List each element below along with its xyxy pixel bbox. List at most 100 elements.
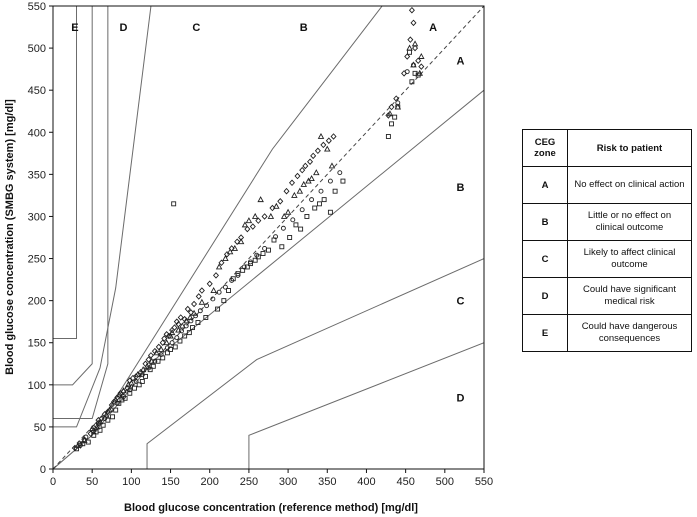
table-row: D Could have significant medical risk [522, 277, 692, 315]
data-point-circle [280, 225, 286, 231]
data-point-triangle [241, 221, 249, 228]
data-point-diamond [244, 225, 251, 233]
zone-cell: E [522, 314, 568, 352]
x-tick-label: 0 [50, 476, 56, 488]
data-point-triangle [157, 345, 165, 352]
data-point-triangle [296, 187, 304, 194]
data-point-square [226, 288, 231, 293]
data-point-circle [216, 289, 222, 295]
data-point-circle [404, 69, 410, 75]
data-point-circle [318, 188, 324, 194]
data-point-square [407, 49, 413, 55]
data-point-diamond [299, 166, 306, 174]
zone-boundary-line [146, 258, 484, 469]
data-point-triangle [273, 202, 280, 209]
data-point-square [74, 446, 79, 452]
data-point-triangle [386, 110, 394, 117]
data-point-diamond [288, 179, 296, 187]
data-point-diamond [177, 314, 184, 321]
data-point-square [312, 205, 318, 211]
data-point-diamond [407, 36, 414, 43]
data-point-triangle [116, 391, 123, 398]
data-point-circle [127, 387, 133, 393]
table-row: C Likely to affect clinical outcome [522, 240, 692, 278]
data-point-triangle [139, 366, 147, 373]
data-point-circle [183, 323, 189, 329]
data-point-square [177, 338, 183, 344]
data-point-diamond [255, 217, 262, 224]
zone-boundary-line [53, 6, 111, 419]
data-point-circle [174, 335, 180, 341]
zone-label-A: A [457, 56, 465, 68]
data-point-circle [139, 372, 145, 378]
data-point-square [171, 201, 177, 207]
data-point-square [100, 422, 106, 428]
data-point-square [298, 226, 304, 232]
data-point-diamond [418, 63, 425, 70]
y-tick-label: 100 [28, 380, 46, 392]
zone-label-C: C [457, 296, 465, 308]
data-point-square [287, 235, 293, 240]
y-tick-label: 300 [28, 211, 46, 223]
x-tick-label: 300 [279, 476, 297, 488]
header-ceg-zone: CEG zone [522, 129, 568, 167]
zone-label-D: D [457, 392, 465, 404]
data-point-square [203, 315, 209, 320]
data-point-circle [89, 427, 95, 433]
data-point-triangle [300, 180, 308, 187]
data-point-square [415, 72, 421, 78]
data-point-triangle [245, 217, 253, 224]
data-point-diamond [412, 44, 419, 52]
data-point-triangle [215, 263, 223, 270]
data-point-diamond [294, 172, 301, 180]
data-point-circle [169, 340, 175, 346]
ceg-risk-table: CEG zone Risk to patient A No effect on … [522, 129, 692, 352]
data-point-square [327, 209, 333, 215]
data-point-square [164, 350, 170, 356]
data-point-diamond [93, 421, 100, 429]
data-point-square [279, 244, 285, 250]
data-point-diamond [133, 373, 140, 380]
data-point-square [190, 325, 195, 331]
data-point-triangle [317, 132, 325, 139]
data-point-triangle [222, 255, 229, 261]
data-point-triangle [308, 175, 315, 182]
data-point-triangle [210, 286, 217, 293]
x-tick-label: 350 [318, 476, 336, 488]
data-point-circle [164, 345, 170, 351]
data-point-circle [146, 365, 152, 371]
data-point-square [221, 298, 227, 304]
zone-label-B: B [300, 22, 308, 34]
data-point-triangle [418, 52, 425, 59]
data-point-circle [309, 197, 315, 203]
y-tick-label: 450 [28, 85, 46, 97]
data-point-square [304, 214, 310, 219]
zone-cell: C [522, 240, 568, 278]
data-point-diamond [145, 356, 152, 363]
data-point-square [113, 407, 119, 413]
identity-line [53, 6, 484, 469]
data-point-diamond [415, 57, 422, 64]
data-point-triangle [226, 248, 234, 255]
data-point-circle [290, 217, 296, 223]
data-point-diamond [155, 343, 162, 351]
data-point-circle [248, 259, 253, 265]
data-point-triangle [291, 191, 298, 198]
data-point-square [392, 114, 398, 120]
data-point-triangle [198, 298, 206, 305]
data-point-diamond [163, 331, 170, 338]
data-point-triangle [163, 339, 170, 346]
data-point-diamond [212, 272, 220, 279]
data-point-circle [121, 394, 126, 400]
x-tick-label: 250 [240, 476, 258, 488]
table-row: A No effect on clinical action [522, 166, 692, 204]
data-point-triangle [179, 322, 186, 329]
y-tick-label: 150 [28, 338, 46, 350]
data-point-square [182, 333, 188, 339]
zone-boundary-line [248, 342, 484, 469]
table-header-row: CEG zone Risk to patient [522, 129, 692, 167]
data-point-circle [411, 62, 416, 68]
zone-label-D: D [120, 22, 128, 34]
